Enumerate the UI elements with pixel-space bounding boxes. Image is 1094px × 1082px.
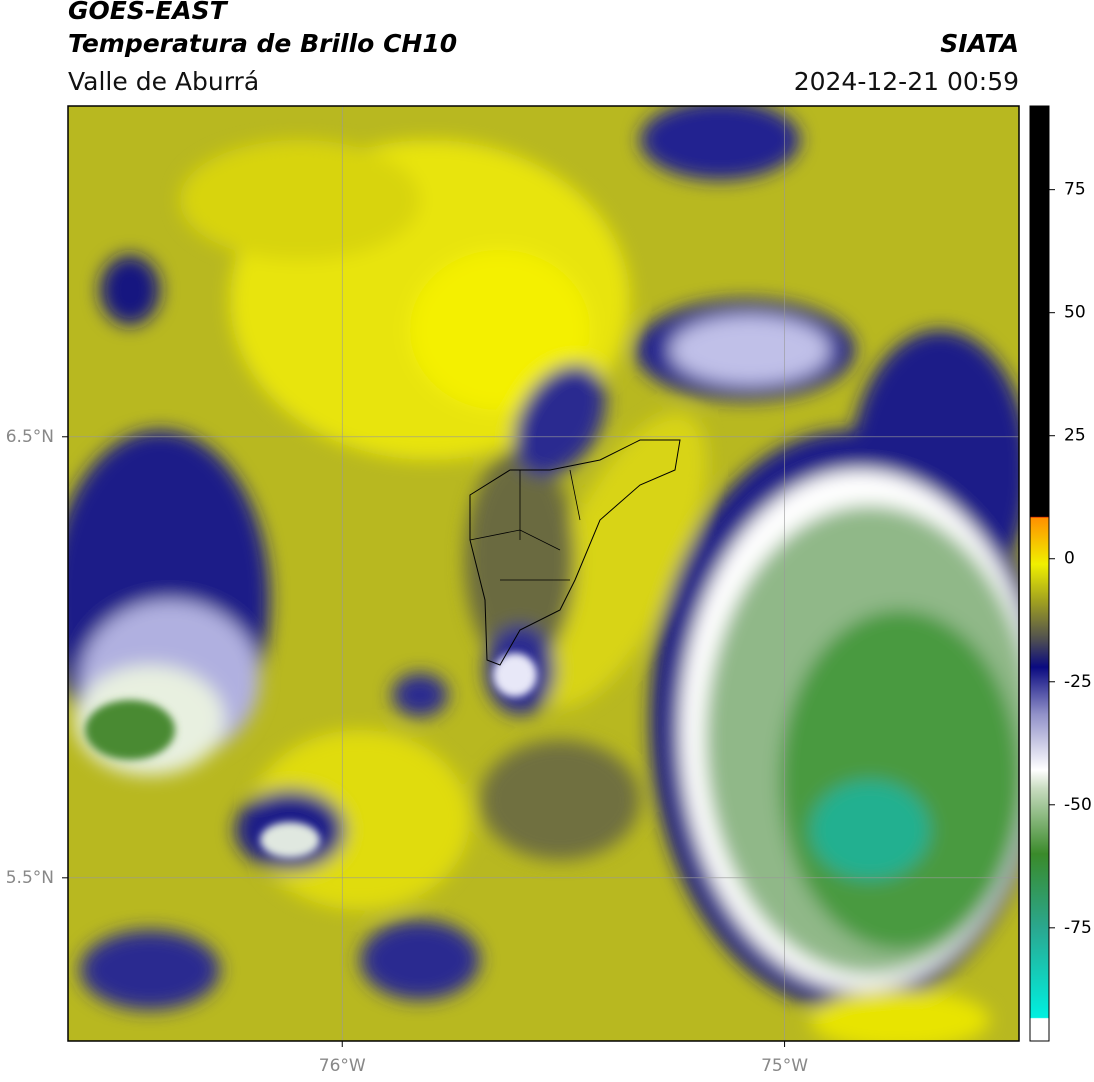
source: SIATA [940,29,1019,58]
satellite: GOES-EAST [68,0,229,25]
colorbar-tick-label: -75 [1064,918,1092,938]
colorbar-tick-label: -50 [1064,795,1092,815]
colorbar-tick-label: 25 [1064,426,1086,446]
y-tick-label: 5.5°N [6,868,54,888]
datetime: 2024-12-21 00:59 [794,67,1019,96]
x-tick-label: 76°W [319,1056,366,1076]
product: Temperatura de Brillo CH10 [68,29,457,58]
satellite-image [68,106,1019,1041]
colorbar-tick-label: 50 [1064,303,1086,323]
region: Valle de Aburrá [68,67,259,96]
y-tick-label: 6.5°N [6,427,54,447]
colorbar-tick-label: 0 [1064,549,1075,569]
map-frame [67,105,1020,1042]
colorbar-tick-label: -25 [1064,672,1092,692]
colorbar [1029,105,1050,1042]
grid [68,106,1019,1041]
colorbar-tick-label: 75 [1064,180,1086,200]
x-tick-label: 75°W [761,1056,808,1076]
